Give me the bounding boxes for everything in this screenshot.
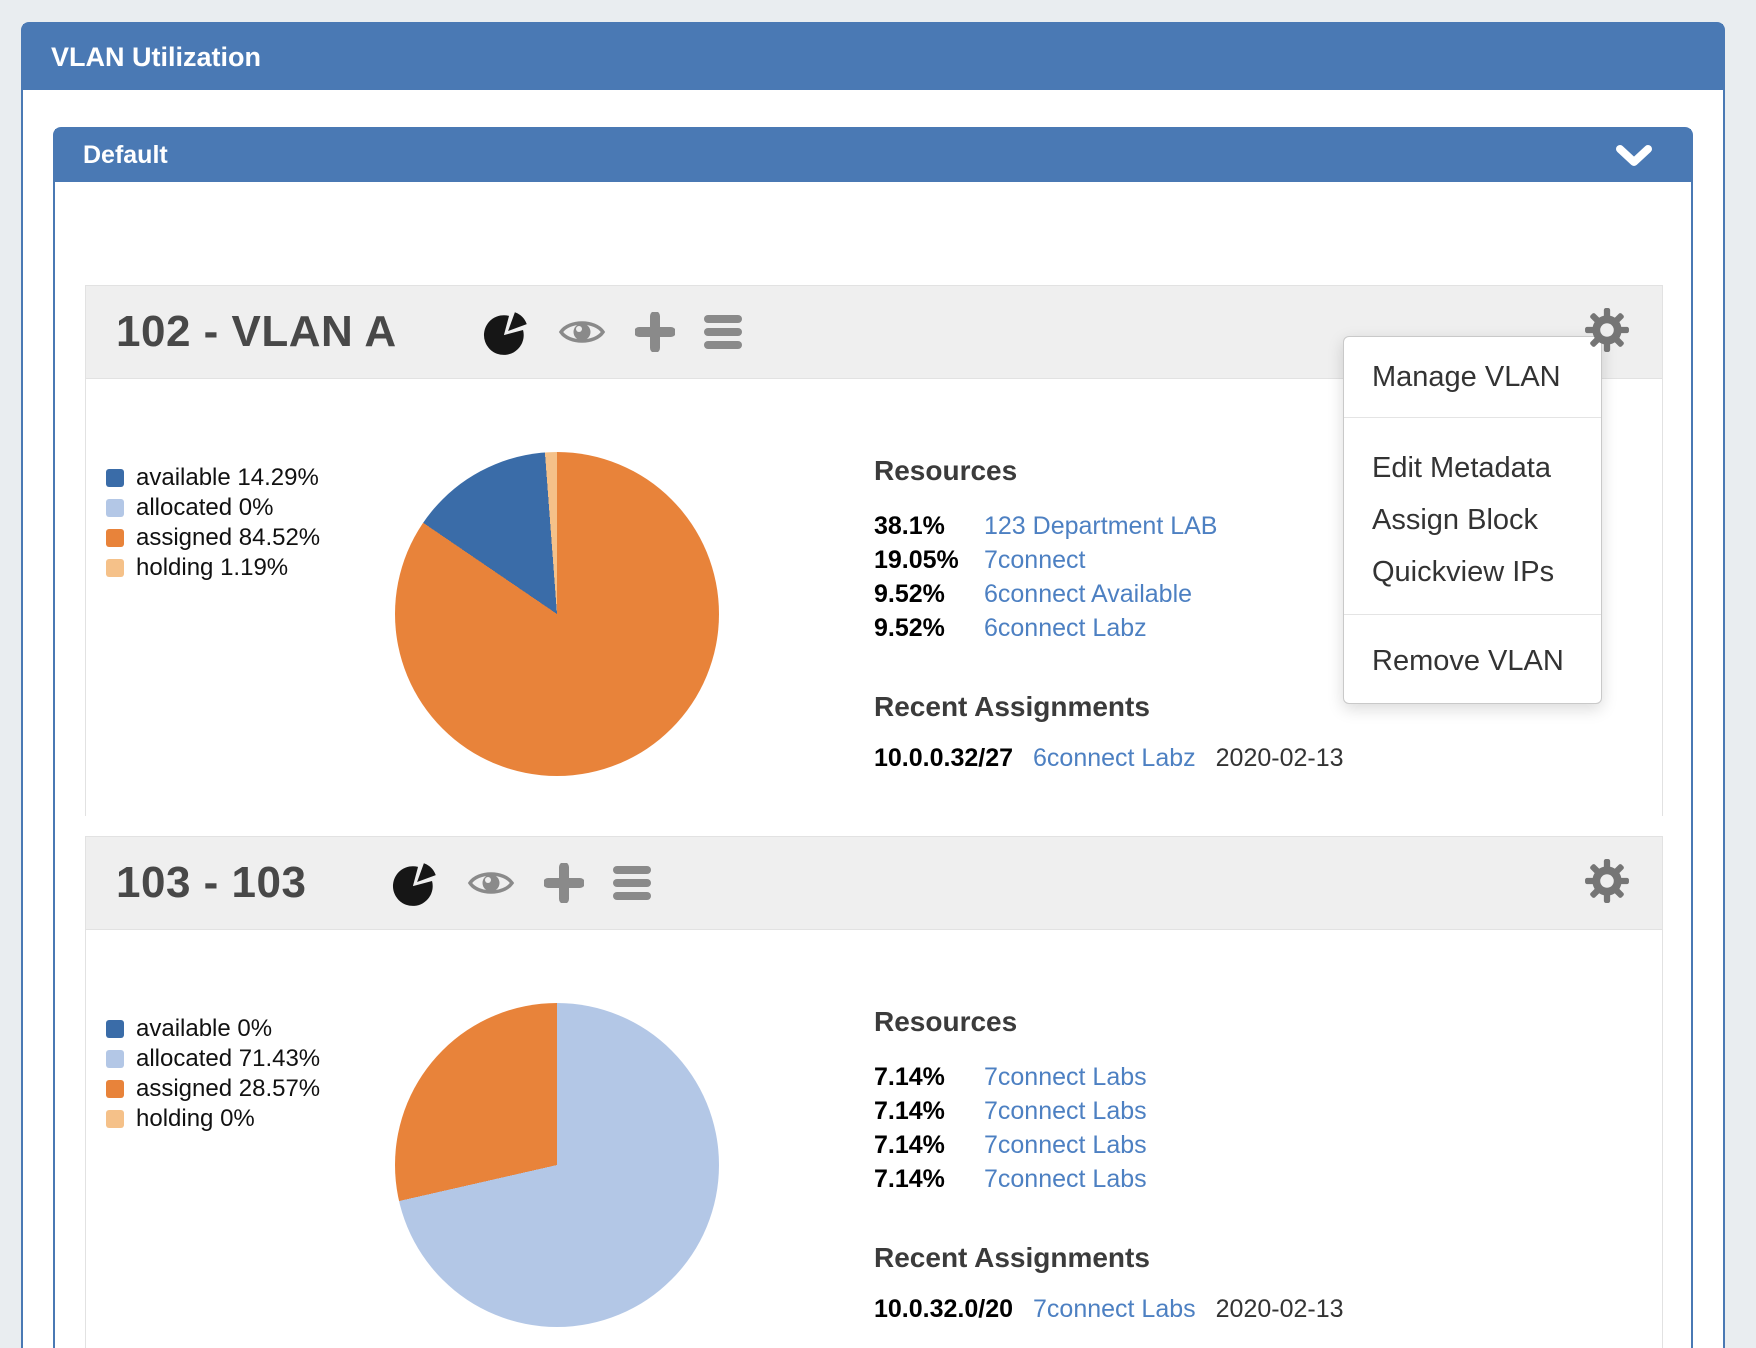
pie-legend: available 0% allocated 71.43% assigned 2…	[106, 1014, 320, 1134]
resource-link[interactable]: 6connect Available	[984, 580, 1193, 608]
vlan-card-103-header: 103 - 103	[86, 837, 1662, 930]
legend-swatch	[106, 1110, 124, 1128]
utilization-pie-chart	[395, 1003, 719, 1327]
vlan-title: 102 - VLAN A	[116, 307, 397, 356]
resource-row: 9.52% 6connect Available	[874, 577, 1217, 611]
default-section-header[interactable]: Default	[55, 129, 1691, 182]
vlan-card-103-body: available 0% allocated 71.43% assigned 2…	[86, 930, 1662, 1348]
plus-icon[interactable]	[544, 863, 585, 903]
recent-assignments-block: Recent Assignments 10.0.32.0/20 7connect…	[874, 1242, 1344, 1324]
vlan-card-103: 103 - 103	[85, 836, 1663, 1348]
menu-item-assign-block[interactable]: Assign Block	[1372, 504, 1539, 536]
resources-heading: Resources	[874, 455, 1018, 486]
eye-icon[interactable]	[467, 867, 515, 899]
pie-legend: available 14.29% allocated 0% assigned 8…	[106, 463, 320, 583]
menu-item-quickview-ips[interactable]: Quickview IPs	[1372, 556, 1555, 588]
resource-row: 7.14% 7connect Labs	[874, 1060, 1147, 1094]
chevron-down-icon[interactable]	[1615, 144, 1653, 167]
assignment-row: 10.0.32.0/20 7connect Labs 2020-02-13	[874, 1294, 1344, 1324]
resource-link[interactable]: 7connect Labs	[984, 1063, 1147, 1091]
legend-item: holding 0%	[106, 1104, 320, 1134]
resource-row: 7.14% 7connect Labs	[874, 1162, 1147, 1196]
resource-row: 9.52% 6connect Labz	[874, 611, 1217, 645]
hamburger-menu-icon[interactable]	[703, 315, 742, 349]
resources-block: Resources 7.14% 7connect Labs 7.14% 7conne…	[874, 1006, 1147, 1196]
legend-swatch	[106, 469, 124, 487]
menu-item-remove-vlan[interactable]: Remove VLAN	[1372, 645, 1564, 677]
hamburger-menu-icon[interactable]	[613, 866, 652, 900]
assignment-block: 10.0.32.0/20	[874, 1295, 1014, 1323]
recent-assignments-heading: Recent Assignments	[874, 1242, 1150, 1273]
resource-row: 7.14% 7connect Labs	[874, 1094, 1147, 1128]
recent-assignments-heading: Recent Assignments	[874, 691, 1150, 722]
legend-item: allocated 0%	[106, 493, 320, 523]
gear-icon[interactable]	[1584, 307, 1630, 358]
resource-row: 7.14% 7connect Labs	[874, 1128, 1147, 1162]
assignment-block: 10.0.0.32/27	[874, 744, 1014, 772]
resource-link[interactable]: 7connect	[984, 546, 1086, 574]
vlan-utilization-panel: VLAN Utilization Default 102 - VLAN A	[21, 22, 1725, 1348]
resources-block: Resources 38.1% 123 Department LAB 19.05%…	[874, 455, 1217, 645]
legend-item: available 14.29%	[106, 463, 320, 493]
resource-row: 19.05% 7connect	[874, 543, 1217, 577]
legend-swatch	[106, 529, 124, 547]
assignment-link[interactable]: 7connect Labs	[1033, 1295, 1196, 1323]
legend-swatch	[106, 1020, 124, 1038]
assignment-row: 10.0.0.32/27 6connect Labz 2020-02-13	[874, 743, 1344, 773]
gear-icon[interactable]	[1584, 858, 1630, 909]
resource-link[interactable]: 7connect Labs	[984, 1097, 1147, 1125]
assignment-date: 2020-02-13	[1215, 744, 1344, 772]
menu-item-edit-metadata[interactable]: Edit Metadata	[1372, 452, 1551, 484]
resource-link[interactable]: 7connect Labs	[984, 1131, 1147, 1159]
section-title: Default	[83, 141, 168, 169]
menu-item-manage-vlan[interactable]: Manage VLAN	[1372, 361, 1561, 393]
plus-icon[interactable]	[634, 312, 675, 352]
legend-swatch	[106, 1080, 124, 1098]
vlan-title: 103 - 103	[116, 858, 307, 907]
recent-assignments-block: Recent Assignments 10.0.0.32/27 6connect…	[874, 691, 1344, 773]
legend-item: holding 1.19%	[106, 553, 320, 583]
legend-swatch	[106, 1050, 124, 1068]
resource-row: 38.1% 123 Department LAB	[874, 509, 1217, 543]
assignment-link[interactable]: 6connect Labz	[1033, 744, 1196, 772]
legend-item: assigned 28.57%	[106, 1074, 320, 1104]
legend-swatch	[106, 559, 124, 577]
eye-icon[interactable]	[558, 316, 606, 348]
resource-link[interactable]: 7connect Labs	[984, 1165, 1147, 1193]
resources-heading: Resources	[874, 1006, 1018, 1037]
vlan-context-menu: Manage VLAN Edit Metadata Assign Block Q…	[1343, 336, 1602, 704]
default-section: Default 102 - VLAN A	[53, 127, 1693, 1348]
pie-chart-icon[interactable]	[392, 860, 438, 906]
legend-item: allocated 71.43%	[106, 1044, 320, 1074]
vlan-utilization-header: VLAN Utilization	[23, 24, 1723, 90]
pie-chart-icon[interactable]	[483, 309, 529, 355]
resource-link[interactable]: 123 Department LAB	[984, 512, 1218, 540]
assignment-date: 2020-02-13	[1215, 1295, 1344, 1323]
resource-link[interactable]: 6connect Labz	[984, 614, 1147, 642]
utilization-pie-chart	[395, 452, 719, 776]
legend-item: available 0%	[106, 1014, 320, 1044]
legend-item: assigned 84.52%	[106, 523, 320, 553]
page-title: VLAN Utilization	[51, 41, 261, 72]
legend-swatch	[106, 499, 124, 517]
